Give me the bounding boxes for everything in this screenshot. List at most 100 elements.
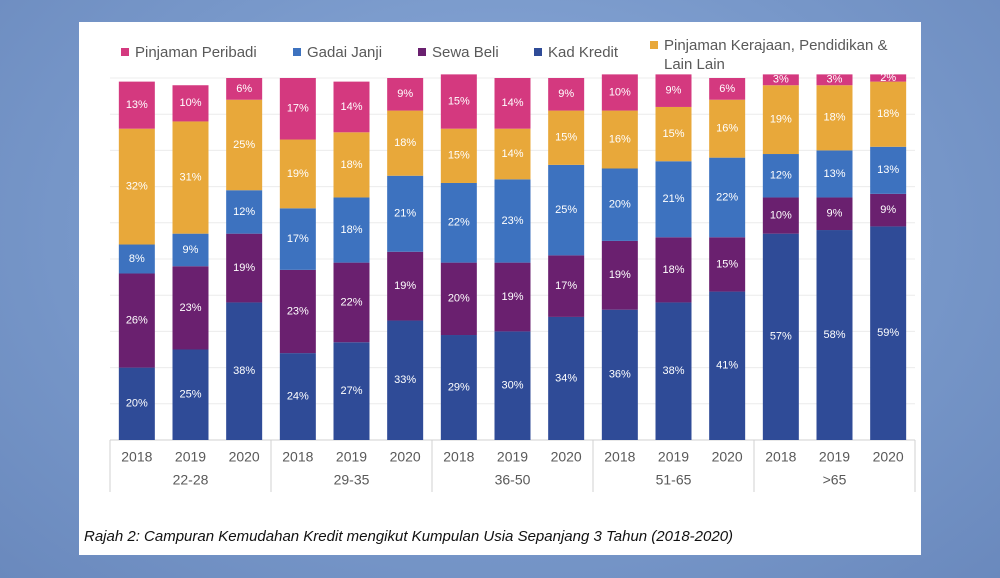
value-label: 19% [233,262,255,274]
x-tick-label: 2020 [551,449,582,465]
legend-swatch [121,48,129,56]
value-label: 17% [287,103,309,115]
bar-segment [118,273,155,368]
value-label: 15% [555,132,577,144]
bar-segment [816,230,853,440]
value-label: 25% [233,139,255,151]
value-label: 18% [662,264,684,276]
legend-label: Kad Kredit [548,44,619,61]
bar-segment [333,132,370,198]
value-label: 3% [827,74,843,86]
value-label: 14% [501,97,523,109]
caption: Rajah 2: Campuran Kemudahan Kredit mengi… [84,528,734,545]
bar-segment [655,237,692,303]
legend-label: Pinjaman Kerajaan, Pendidikan & Lain Lai… [664,37,888,73]
x-tick-label: 2019 [336,449,367,465]
bar-segment [655,74,692,107]
x-tick-label: 2018 [121,449,152,465]
bar-segment [870,81,907,147]
bar-segment [172,266,209,350]
bar-segment [172,349,209,440]
value-label: 27% [340,385,362,397]
bar-segment [870,226,907,440]
bar-segment [709,99,746,158]
bar-segment [816,85,853,151]
value-label: 24% [287,390,309,402]
value-label: 9% [827,208,843,220]
bar-segment [118,367,155,440]
group-label: >65 [823,472,847,488]
bar-segment [548,78,585,111]
bar-segment [548,255,585,317]
bar-segment [655,302,692,440]
value-label: 12% [770,170,792,182]
value-label: 22% [340,296,362,308]
value-label: 14% [501,148,523,160]
bar-segment [440,74,477,129]
bar-segment [870,193,907,227]
value-label: 10% [770,209,792,221]
bar-segment [333,342,370,440]
value-label: 25% [555,204,577,216]
value-label: 16% [609,133,631,145]
bar-segment [601,168,638,241]
bar-segment [655,161,692,238]
value-label: 21% [394,208,416,220]
value-label: 8% [129,253,145,265]
bar-segment [387,110,424,176]
bar-segment [226,233,263,303]
bar-segment [601,309,638,440]
bar-segment [172,121,209,234]
legend-swatch [534,48,542,56]
value-label: 41% [716,360,738,372]
bar-segment [440,128,477,183]
bar-segment [387,251,424,321]
value-label: 33% [394,374,416,386]
value-label: 9% [397,88,413,100]
bar-segment [655,106,692,162]
group-label: 51-65 [656,472,692,488]
value-label: 18% [877,108,899,120]
x-tick-label: 2018 [443,449,474,465]
value-label: 18% [823,112,845,124]
value-label: 9% [183,244,199,256]
bar-segment [816,74,853,86]
value-label: 59% [877,327,899,339]
bar-segment [440,335,477,440]
value-label: 20% [448,293,470,305]
bar-segment [601,74,638,111]
bar-segment [816,197,853,231]
value-label: 17% [287,233,309,245]
bar-segment [333,81,370,133]
x-tick-label: 2019 [658,449,689,465]
x-tick-label: 2020 [712,449,743,465]
value-label: 9% [558,88,574,100]
bar-segment [226,78,263,100]
bar-segment [440,262,477,336]
bar-segment [494,331,531,440]
legend-swatch [418,48,426,56]
bar-segment [279,269,316,354]
bar-segment [118,244,155,274]
value-label: 19% [770,114,792,126]
bar-segment [870,146,907,194]
value-label: 25% [179,389,201,401]
x-tick-label: 2020 [229,449,260,465]
x-tick-label: 2018 [604,449,635,465]
group-label: 22-28 [173,472,209,488]
value-label: 13% [126,99,148,111]
value-label: 12% [233,206,255,218]
value-label: 38% [662,365,684,377]
bar-segment [762,74,799,86]
value-label: 9% [880,204,896,216]
value-label: 36% [609,369,631,381]
bar-segment [279,78,316,140]
bar-segment [387,78,424,111]
bar-segment [494,78,531,129]
value-label: 6% [719,83,735,95]
value-label: 23% [179,302,201,314]
bar-segment [279,139,316,209]
bar-segment [548,110,585,165]
legend-swatch [293,48,301,56]
x-tick-label: 2020 [873,449,904,465]
